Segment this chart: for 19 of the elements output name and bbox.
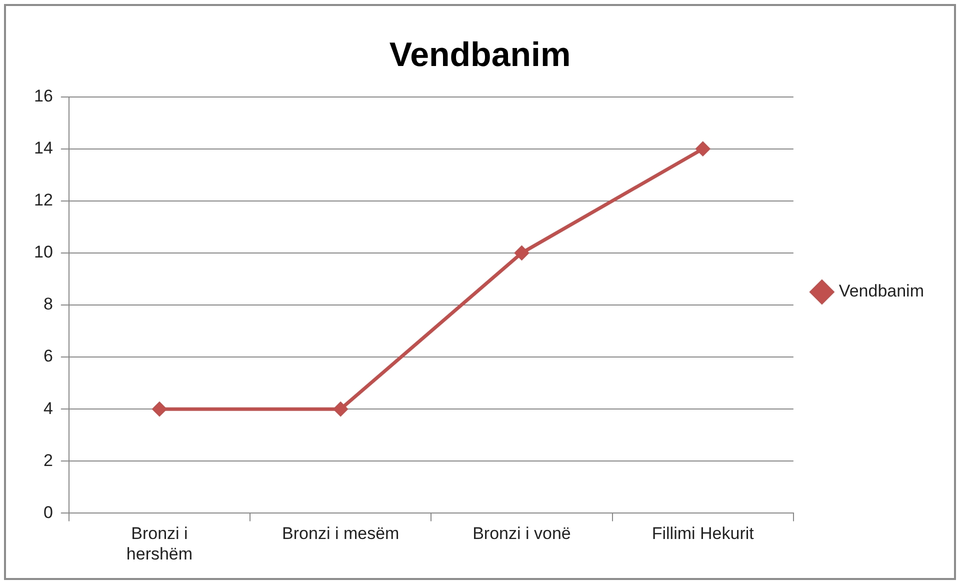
y-tick-label: 8 (43, 294, 53, 314)
x-tick-label: Bronzi i hershëm (126, 524, 193, 564)
x-tick-label: Fillimi Hekurit (652, 524, 754, 544)
point (695, 141, 710, 156)
point (514, 245, 530, 260)
x-tick-label: Bronzi i vonë (472, 524, 571, 544)
point (333, 402, 348, 417)
x-tick-label: Bronzi i mesëm (282, 524, 400, 544)
y-tick-label: 12 (34, 190, 53, 210)
legend-label: Vendbanim (838, 282, 924, 301)
point (152, 402, 167, 417)
y-tick-label: 10 (34, 242, 53, 262)
chart-title: Vendbanim (389, 36, 571, 74)
y-tick-label: 14 (34, 138, 53, 158)
y-tick-label: 6 (43, 346, 53, 366)
y-tick-label: 16 (34, 86, 53, 106)
y-tick-label: 4 (43, 398, 53, 418)
y-tick-label: 2 (43, 450, 53, 470)
y-tick-label: 0 (43, 502, 53, 522)
